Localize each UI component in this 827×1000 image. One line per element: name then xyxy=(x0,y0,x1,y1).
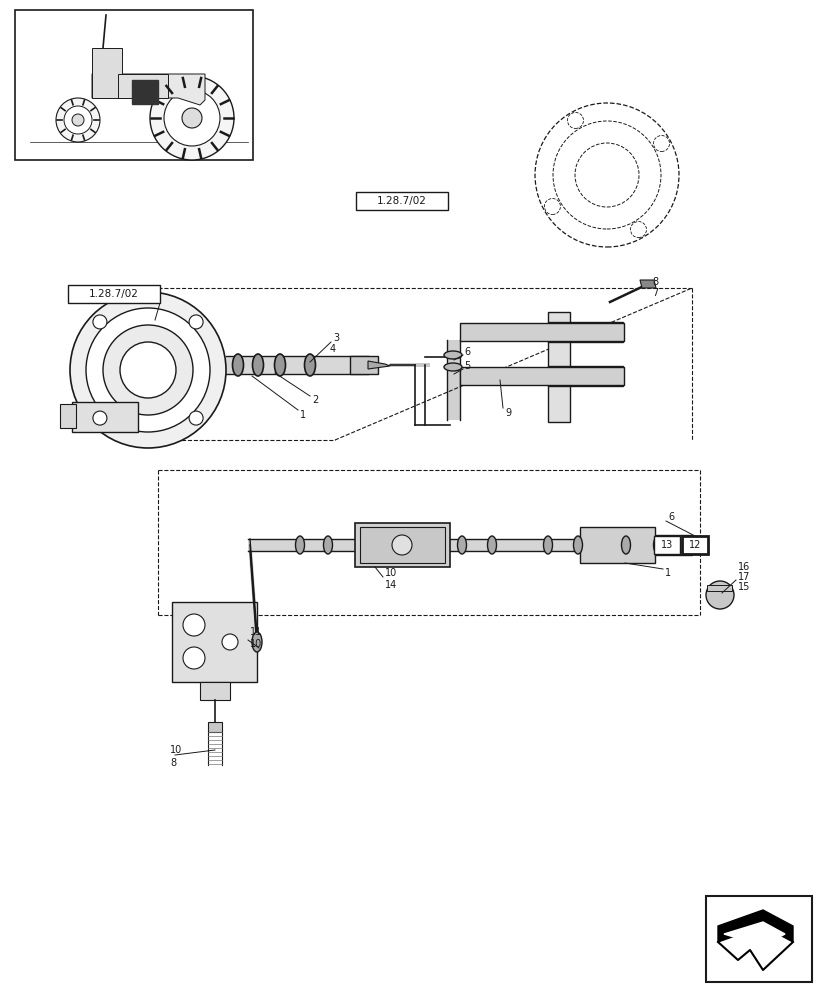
Ellipse shape xyxy=(295,536,304,554)
Polygon shape xyxy=(131,80,158,104)
Text: 5: 5 xyxy=(463,361,470,371)
Text: 1: 1 xyxy=(299,410,306,420)
Circle shape xyxy=(189,411,203,425)
Polygon shape xyxy=(172,602,256,682)
Polygon shape xyxy=(60,404,76,428)
Ellipse shape xyxy=(443,363,461,371)
Bar xyxy=(705,896,811,982)
Text: 16: 16 xyxy=(737,562,749,572)
Text: 12: 12 xyxy=(688,540,700,550)
Ellipse shape xyxy=(323,536,332,554)
Polygon shape xyxy=(72,402,138,432)
Circle shape xyxy=(70,292,226,448)
Text: 17: 17 xyxy=(737,572,749,582)
Polygon shape xyxy=(639,280,655,288)
Ellipse shape xyxy=(653,536,662,554)
Text: 2: 2 xyxy=(312,395,318,405)
Circle shape xyxy=(86,308,210,432)
Polygon shape xyxy=(447,340,460,420)
Circle shape xyxy=(150,76,234,160)
Ellipse shape xyxy=(573,536,582,554)
Polygon shape xyxy=(654,535,691,555)
Text: 1.28.7/02: 1.28.7/02 xyxy=(376,196,427,206)
Polygon shape xyxy=(460,367,624,385)
Circle shape xyxy=(391,535,412,555)
Text: 8: 8 xyxy=(170,758,176,768)
Ellipse shape xyxy=(443,351,461,359)
Bar xyxy=(681,536,707,554)
Circle shape xyxy=(93,315,107,329)
Text: 15: 15 xyxy=(737,582,749,592)
Circle shape xyxy=(72,114,84,126)
Circle shape xyxy=(183,614,205,636)
Bar xyxy=(653,536,679,554)
Ellipse shape xyxy=(457,536,466,554)
Polygon shape xyxy=(248,539,697,551)
Text: 9: 9 xyxy=(504,408,510,418)
Circle shape xyxy=(103,325,193,415)
Polygon shape xyxy=(200,682,230,700)
Ellipse shape xyxy=(252,354,263,376)
Bar xyxy=(68,285,160,303)
Text: 11: 11 xyxy=(250,627,262,637)
Polygon shape xyxy=(547,322,622,342)
Text: 10: 10 xyxy=(170,745,182,755)
Polygon shape xyxy=(92,74,205,105)
Circle shape xyxy=(189,315,203,329)
Circle shape xyxy=(705,581,733,609)
Polygon shape xyxy=(360,527,444,563)
Ellipse shape xyxy=(251,632,261,652)
Ellipse shape xyxy=(700,538,706,552)
Text: 6: 6 xyxy=(463,347,470,357)
Polygon shape xyxy=(92,48,122,98)
Circle shape xyxy=(56,98,100,142)
Polygon shape xyxy=(717,910,792,942)
Circle shape xyxy=(120,342,176,398)
Text: 10: 10 xyxy=(250,639,262,649)
Text: 6: 6 xyxy=(667,512,673,522)
Text: 1.28.7/02: 1.28.7/02 xyxy=(89,289,139,299)
Polygon shape xyxy=(390,363,429,367)
Polygon shape xyxy=(350,356,378,374)
Text: 10: 10 xyxy=(385,568,397,578)
Ellipse shape xyxy=(304,354,315,376)
Ellipse shape xyxy=(487,536,496,554)
Ellipse shape xyxy=(621,536,629,554)
Polygon shape xyxy=(723,922,784,946)
Circle shape xyxy=(182,108,202,128)
Circle shape xyxy=(183,647,205,669)
Text: 7: 7 xyxy=(651,288,657,298)
Polygon shape xyxy=(547,366,622,386)
Text: 1: 1 xyxy=(664,568,671,578)
Polygon shape xyxy=(547,312,569,422)
Polygon shape xyxy=(717,942,792,970)
Circle shape xyxy=(93,411,107,425)
Polygon shape xyxy=(706,585,731,591)
Polygon shape xyxy=(355,523,449,567)
Text: 13: 13 xyxy=(660,540,672,550)
Circle shape xyxy=(164,90,220,146)
Polygon shape xyxy=(367,361,390,369)
Polygon shape xyxy=(226,356,367,374)
Ellipse shape xyxy=(232,354,243,376)
Ellipse shape xyxy=(543,536,552,554)
Text: 3: 3 xyxy=(332,333,339,343)
Text: 14: 14 xyxy=(385,580,397,590)
Text: 8: 8 xyxy=(651,277,657,287)
Bar xyxy=(15,10,253,160)
Ellipse shape xyxy=(275,354,285,376)
Polygon shape xyxy=(208,722,222,732)
Circle shape xyxy=(222,634,237,650)
Polygon shape xyxy=(118,74,168,98)
Polygon shape xyxy=(579,527,654,563)
Bar xyxy=(356,192,447,210)
Text: 4: 4 xyxy=(330,344,336,354)
Polygon shape xyxy=(689,540,701,550)
Circle shape xyxy=(64,106,92,134)
Polygon shape xyxy=(460,323,624,341)
